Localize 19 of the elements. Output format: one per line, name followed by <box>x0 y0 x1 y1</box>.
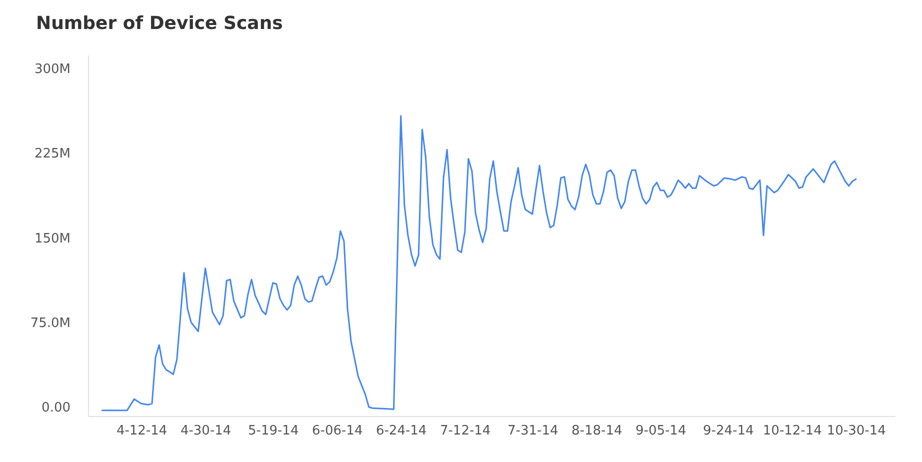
x-tick-label: 4-30-14 <box>180 424 232 438</box>
x-tick-label: 6-24-14 <box>376 424 427 438</box>
x-tick-label: 10-12-14 <box>762 424 822 438</box>
y-tick-label: 75.0M <box>30 316 70 331</box>
chart-title: Number of Device Scans <box>36 13 283 34</box>
x-tick-label: 7-31-14 <box>508 424 558 438</box>
line-series <box>101 115 857 412</box>
x-tick-label: 6-06-14 <box>312 424 363 438</box>
y-tick-label: 0.00 <box>42 400 70 416</box>
y-tick-label: 150M <box>34 231 70 246</box>
x-tick-label: 7-12-14 <box>440 424 491 438</box>
x-tick-label: 10-30-14 <box>826 424 886 438</box>
y-tick-label: 300M <box>34 62 70 78</box>
x-tick-label: 5-19-14 <box>248 424 299 438</box>
y-tick-label: 225M <box>34 146 70 162</box>
x-tick-label: 4-12-14 <box>116 424 168 438</box>
x-tick-label: 8-18-14 <box>572 424 622 438</box>
x-tick-label: 9-24-14 <box>703 424 754 438</box>
x-tick-label: 9-05-14 <box>635 424 686 438</box>
